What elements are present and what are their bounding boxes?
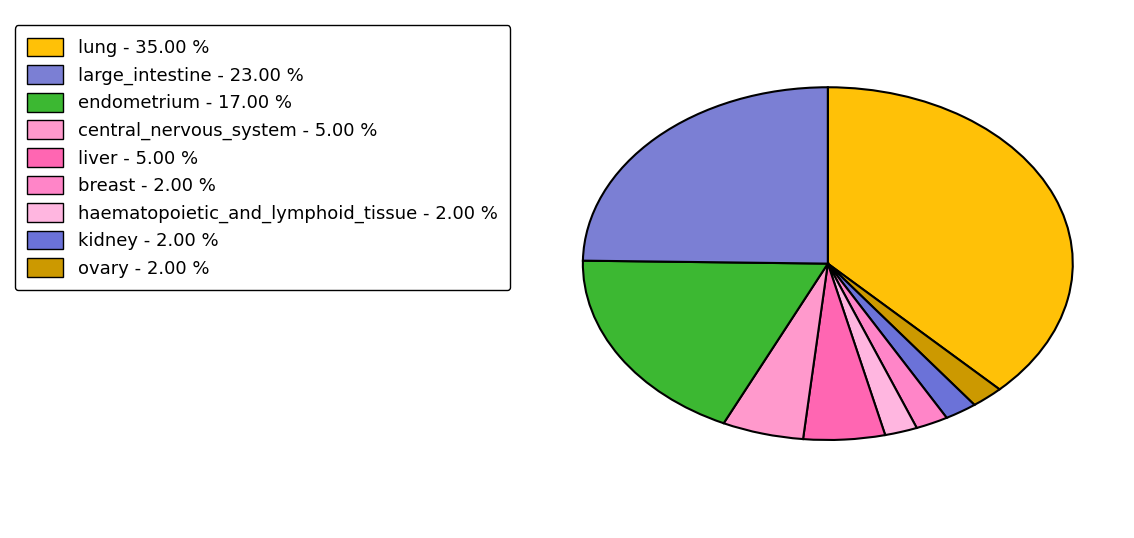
- Wedge shape: [828, 264, 999, 405]
- Legend: lung - 35.00 %, large_intestine - 23.00 %, endometrium - 17.00 %, central_nervou: lung - 35.00 %, large_intestine - 23.00 …: [15, 25, 510, 291]
- Wedge shape: [803, 264, 886, 440]
- Wedge shape: [828, 264, 916, 435]
- Wedge shape: [828, 87, 1073, 390]
- Wedge shape: [828, 264, 974, 418]
- Wedge shape: [583, 260, 828, 423]
- Wedge shape: [723, 264, 828, 439]
- Wedge shape: [828, 264, 947, 428]
- Wedge shape: [583, 87, 828, 264]
